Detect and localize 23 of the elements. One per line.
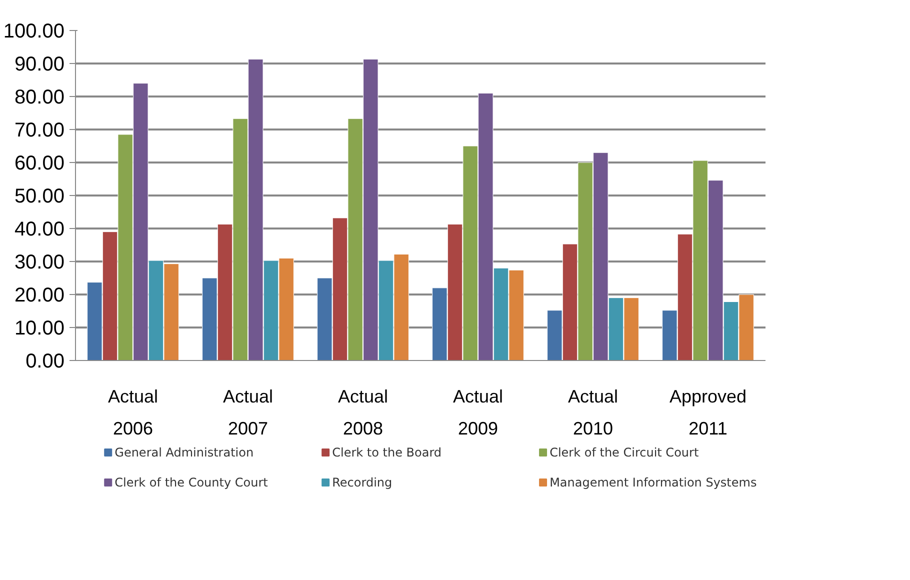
category-label: Approved 2011 — [669, 386, 747, 438]
y-tick-label: 100.00 — [3, 20, 64, 42]
y-tick-label: 30.00 — [14, 252, 65, 274]
legend-label: Clerk to the Board — [332, 446, 442, 460]
category-label: Actual 2006 — [108, 386, 158, 438]
legend-label: Clerk of the County Court — [114, 476, 268, 490]
legend-label: Recording — [332, 476, 392, 490]
y-tick-label: 60.00 — [14, 152, 65, 174]
y-tick-label: 0.00 — [26, 350, 65, 372]
legend-label: Clerk of the Circuit Court — [550, 446, 699, 460]
y-tick-label: 80.00 — [14, 86, 65, 108]
category-label: Actual 2008 — [338, 386, 388, 438]
legend-label: General Administration — [114, 446, 254, 460]
y-tick-label: 20.00 — [14, 284, 65, 306]
y-tick-label: 40.00 — [14, 218, 65, 240]
category-label: Actual 2009 — [452, 386, 504, 438]
y-tick-label: 10.00 — [14, 318, 65, 340]
legend-label: Management Information Systems — [550, 476, 757, 490]
y-tick-label: 90.00 — [14, 54, 65, 76]
y-tick-label: 70.00 — [14, 120, 65, 142]
category-label: Actual 2007 — [222, 386, 274, 438]
y-tick-label: 50.00 — [14, 186, 65, 208]
category-label: Actual 2010 — [568, 386, 618, 438]
